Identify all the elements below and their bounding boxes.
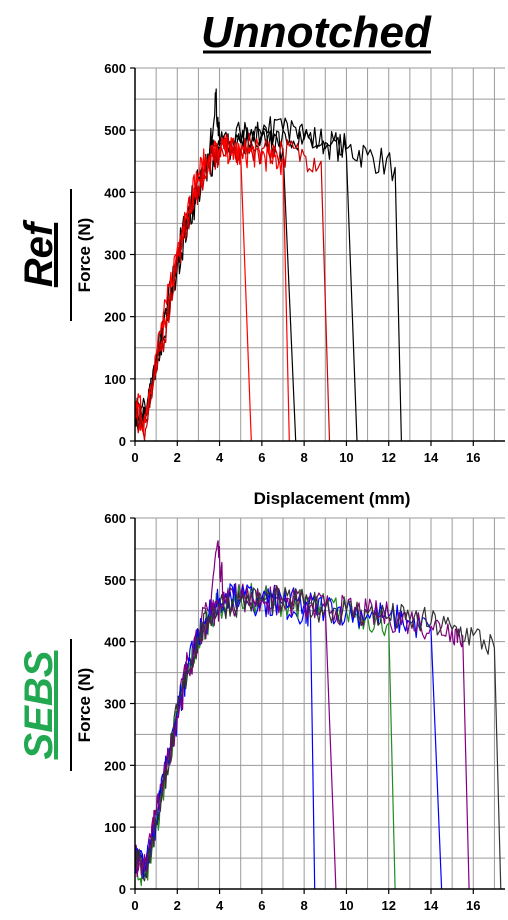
y-tick-label: 0 — [119, 882, 126, 897]
x-tick-label: 10 — [339, 898, 353, 913]
y-axis-label: Force (N) — [75, 668, 94, 743]
y-tick-label: 600 — [104, 61, 126, 76]
y-tick-label: 100 — [104, 372, 126, 387]
x-axis-label: Displacement (mm) — [254, 489, 411, 508]
x-tick-label: 14 — [424, 898, 439, 913]
series-line-2 — [134, 124, 297, 442]
figure-title-group: Unnotched — [201, 8, 432, 57]
series-line-5 — [134, 585, 502, 890]
series-line-0 — [134, 583, 316, 890]
grid — [134, 67, 505, 442]
x-tick-label: 12 — [381, 450, 395, 465]
x-tick-label: 16 — [466, 450, 480, 465]
y-axis-label: Force (N) — [75, 218, 94, 293]
series-group — [134, 88, 402, 442]
x-tick-label: 12 — [381, 898, 395, 913]
y-tick-label: 400 — [104, 185, 126, 200]
y-tick-label: 300 — [104, 697, 126, 712]
x-tick-label: 2 — [174, 450, 181, 465]
x-tick-label: 0 — [131, 898, 138, 913]
x-tick-label: 6 — [258, 898, 265, 913]
y-tick-label: 300 — [104, 248, 126, 263]
chart-panel-sebs: 0 2 4 6 8 10 12 14 16 0 100 200 300 400 500 600 Force (N… — [17, 511, 505, 913]
panel-label: SEBS — [17, 650, 61, 759]
chart-panel-ref: 0 2 4 6 8 10 12 14 16 0 100 200 300 400 500 600 Force (N… — [17, 61, 505, 508]
y-tick-label: 500 — [104, 123, 126, 138]
x-tick-label: 14 — [424, 450, 439, 465]
y-tick-label: 500 — [104, 573, 126, 588]
y-tick-label: 0 — [119, 434, 126, 449]
grid — [134, 517, 505, 890]
x-tick-label: 0 — [131, 450, 138, 465]
series-line-4 — [134, 133, 290, 442]
panel-label: Ref — [17, 219, 61, 287]
x-tick-label: 6 — [258, 450, 265, 465]
series-line-2 — [134, 582, 396, 890]
x-tick-label: 4 — [216, 450, 224, 465]
y-tick-label: 100 — [104, 820, 126, 835]
y-tick-label: 200 — [104, 758, 126, 773]
x-tick-label: 10 — [339, 450, 353, 465]
x-tick-label: 4 — [216, 898, 224, 913]
y-tick-label: 600 — [104, 511, 126, 526]
x-tick-label: 16 — [466, 898, 480, 913]
y-tick-label: 400 — [104, 635, 126, 650]
series-line-5 — [134, 132, 331, 442]
series-group — [134, 540, 502, 890]
y-tick-label: 200 — [104, 310, 126, 325]
figure-title: Unnotched — [201, 8, 432, 57]
x-tick-label: 8 — [301, 898, 308, 913]
x-tick-label: 2 — [174, 898, 181, 913]
x-tick-label: 8 — [301, 450, 308, 465]
series-line-4 — [134, 585, 470, 890]
